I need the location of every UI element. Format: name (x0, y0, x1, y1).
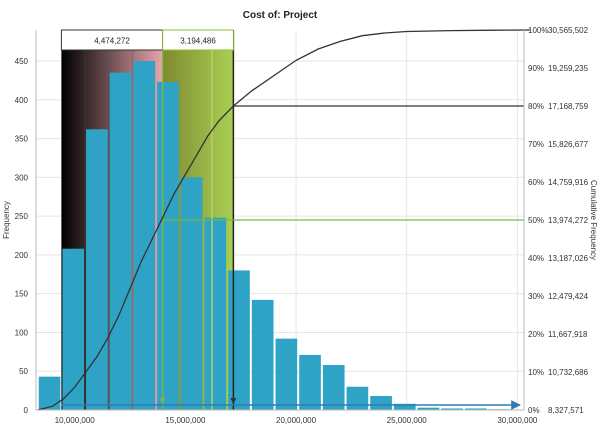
y2-tick-value: 17,168,759 (548, 102, 589, 111)
y-tick-label: 100 (15, 328, 29, 337)
histogram-bar (86, 129, 108, 410)
y-tick-label: 400 (15, 96, 29, 105)
histogram-bar (417, 407, 440, 410)
y2-tick-percent: 10% (528, 368, 544, 377)
histogram-bar (441, 408, 463, 410)
x-tick-label: 25,000,000 (387, 416, 428, 425)
y-tick-label: 50 (19, 367, 28, 376)
y2-axis-label: Cumulative Frequency (589, 180, 598, 260)
histogram-bar (62, 248, 85, 410)
y2-tick-value: 11,667,918 (548, 330, 588, 339)
histogram-bar (180, 177, 203, 410)
range-labels: 4,474,272 3,194,486 (60, 29, 234, 51)
histogram-bar (393, 403, 416, 410)
histogram-bar (157, 81, 179, 411)
y2-tick-value: 30,565,502 (548, 26, 589, 35)
y-axis-ticks: 0 50 100 150 200 250 300 350 400 450 (15, 57, 29, 415)
y2-tick-value: 8,327,571 (548, 406, 584, 415)
histogram-bar (299, 354, 321, 410)
y-tick-label: 300 (15, 173, 29, 182)
y2-tick-percent: 90% (528, 64, 544, 73)
y-tick-label: 200 (15, 251, 29, 260)
percentile-arrow-marker (159, 398, 166, 404)
y2-tick-percent: 60% (528, 178, 544, 187)
y2-tick-value: 12,479,424 (548, 292, 589, 301)
histogram-bar (322, 365, 345, 410)
chart-title: Cost of: Project (243, 10, 318, 21)
histogram-bar (109, 72, 132, 410)
x-tick-label: 10,000,000 (55, 416, 96, 425)
histogram-bar (464, 408, 487, 410)
range-label-text: 4,474,272 (94, 37, 130, 46)
y2-axis-ticks: 0% 8,327,571 10% 10,732,686 20% 11,667,918 30%… (528, 26, 589, 415)
y2-tick-value: 13,187,026 (548, 254, 589, 263)
histogram-bar (38, 376, 61, 410)
y-axis-label: Frequency (2, 201, 11, 239)
histogram-bar (370, 396, 392, 410)
histogram-bar (133, 61, 156, 410)
y2-tick-percent: 30% (528, 292, 544, 301)
y-tick-label: 450 (15, 57, 29, 66)
y2-tick-value: 19,259,235 (548, 64, 589, 73)
histogram-bar (204, 217, 227, 410)
y2-tick-percent: 50% (528, 216, 544, 225)
y2-tick-value: 14,759,916 (548, 178, 589, 187)
y2-tick-percent: 40% (528, 254, 544, 263)
y-tick-label: 0 (24, 406, 29, 415)
x-tick-label: 20,000,000 (276, 416, 317, 425)
histogram-bar (275, 338, 298, 410)
y2-tick-value: 13,974,272 (548, 216, 589, 225)
histogram-bar (251, 299, 274, 410)
percentile-horizontal-lines (162, 105, 524, 221)
y2-tick-percent: 70% (528, 140, 544, 149)
y2-tick-percent: 100% (528, 26, 548, 35)
y2-tick-percent: 20% (528, 330, 544, 339)
x-tick-label: 15,000,000 (165, 416, 206, 425)
y-tick-label: 150 (15, 290, 29, 299)
percentile-arrow-marker (230, 398, 237, 404)
range-label-text: 3,194,486 (180, 37, 216, 46)
y2-tick-percent: 80% (528, 102, 544, 111)
y2-tick-value: 15,826,677 (548, 140, 589, 149)
y2-tick-value: 10,732,686 (548, 368, 589, 377)
range-label-box (162, 29, 234, 51)
y-tick-label: 250 (15, 212, 29, 221)
histogram-bar (228, 270, 250, 410)
axes (35, 30, 525, 411)
histogram-bar (346, 386, 369, 410)
x-axis-ticks: 10,000,000 15,000,000 20,000,000 25,000,000… (55, 416, 538, 425)
x-tick-label: 30,000,000 (497, 416, 538, 425)
cumulative-frequency-line (37, 29, 530, 411)
y2-tick-percent: 0% (528, 406, 540, 415)
y-tick-label: 350 (15, 135, 29, 144)
